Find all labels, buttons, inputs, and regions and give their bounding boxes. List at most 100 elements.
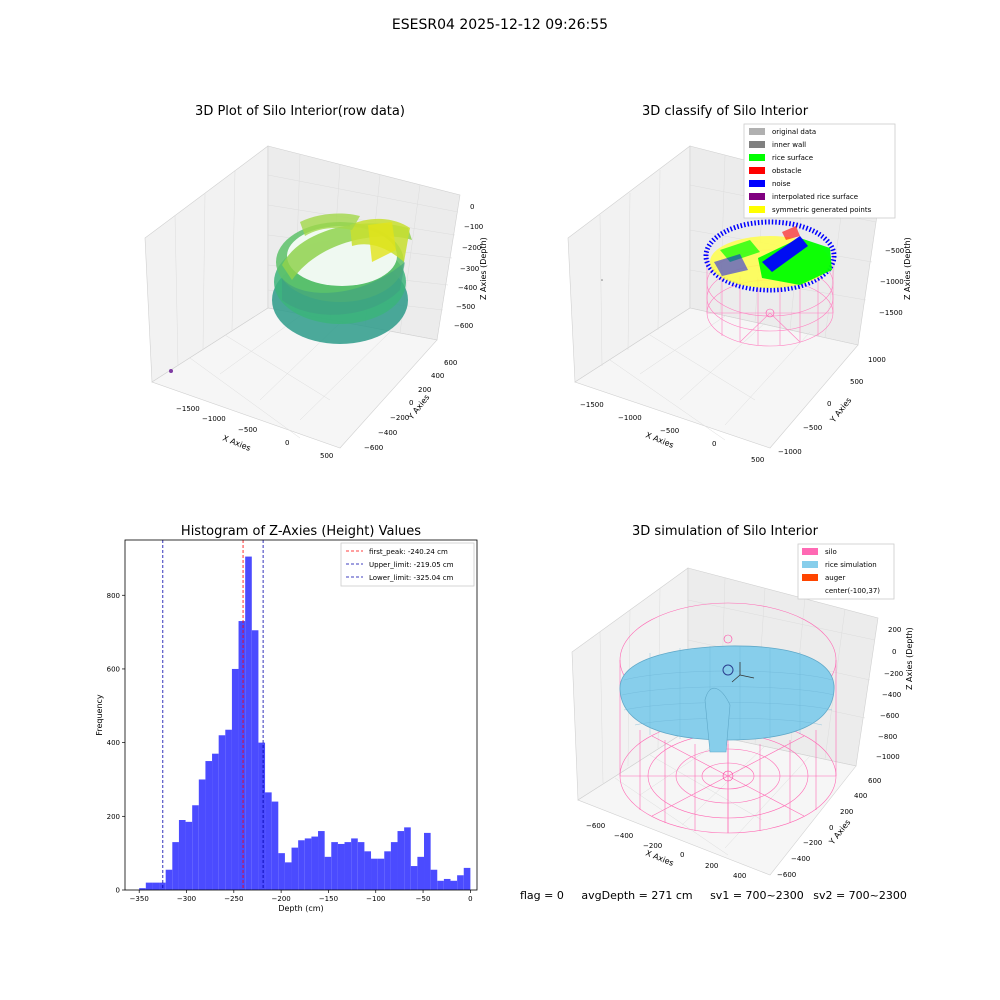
panel2-z-ticks: −500 −1000 −1500 xyxy=(879,247,904,317)
histogram-bar xyxy=(278,853,285,890)
histogram-bar xyxy=(152,882,160,890)
histogram-bar xyxy=(410,866,418,890)
panel1-y-label: Y Axies xyxy=(406,393,432,422)
panel1-title: 3D Plot of Silo Interior(row data) xyxy=(195,104,405,119)
panel4-z-ticks: 200 0 −200 −400 −600 −800 −1000 xyxy=(876,626,903,761)
histogram-x-tick-label: −300 xyxy=(177,895,196,903)
p4-ytick-1: −400 xyxy=(791,855,810,863)
histogram-bar xyxy=(145,882,153,890)
p2-legend-label-3: obstacle xyxy=(772,167,802,175)
p4-ytick-5: 400 xyxy=(854,792,867,800)
histogram-bar xyxy=(298,840,305,890)
p1-ztick-1: −100 xyxy=(464,223,483,231)
histogram-bar xyxy=(284,862,292,890)
panel4-3d-plot: silo rice simulation auger center(-100,3… xyxy=(571,543,914,880)
panel1-z-ticks: 0 −100 −200 −300 −400 −500 −600 xyxy=(454,203,483,330)
status-avg-depth: avgDepth = 271 cm xyxy=(581,889,693,902)
panel4-x-label: X Axies xyxy=(644,849,675,868)
panel4-y-label: Y Axies xyxy=(827,818,853,847)
p2-xtick-0: −1500 xyxy=(580,401,604,409)
histogram-bar xyxy=(245,556,252,890)
panel4-rice-surface xyxy=(619,645,835,753)
p1-ztick-3: −300 xyxy=(460,265,479,273)
p4-ztick-3: −400 xyxy=(882,691,901,699)
p4-xtick-4: 200 xyxy=(705,862,718,870)
panel4-title: 3D simulation of Silo Interior xyxy=(632,524,818,539)
histogram-y-tick-label: 0 xyxy=(116,887,120,895)
p2-xtick-3: 0 xyxy=(712,440,716,448)
p4-ztick-0: 200 xyxy=(888,626,901,634)
histogram-bar xyxy=(324,856,332,890)
p2-legend-swatch-1 xyxy=(749,141,765,148)
p2-ytick-4: 1000 xyxy=(868,356,886,364)
histogram-legend: first_peak: -240.24 cm Upper_limit: -219… xyxy=(340,542,475,587)
p2-ytick-3: 500 xyxy=(850,378,863,386)
p4-xtick-0: −600 xyxy=(586,822,605,830)
p4-ztick-1: 0 xyxy=(892,648,896,656)
p2-ytick-0: −1000 xyxy=(778,448,802,456)
histogram-bar xyxy=(159,882,166,890)
histogram-bar xyxy=(424,832,431,890)
p4-legend-label-1: rice simulation xyxy=(825,561,877,569)
histogram-bar xyxy=(351,838,358,890)
p4-ytick-6: 600 xyxy=(868,777,881,785)
histogram-bar xyxy=(318,831,325,890)
histogram-bar xyxy=(218,735,226,890)
p4-legend-swatch-0 xyxy=(802,548,818,555)
p2-ytick-1: −500 xyxy=(803,424,822,432)
histogram-bar xyxy=(231,668,239,890)
histogram-bar xyxy=(331,842,338,890)
p1-ytick-4: 200 xyxy=(418,386,431,394)
p1-ytick-2: −200 xyxy=(390,414,409,422)
histogram-bar xyxy=(437,880,444,890)
histogram-bar xyxy=(371,858,378,890)
p1-ytick-0: −600 xyxy=(364,444,383,452)
histogram-bar xyxy=(404,827,411,890)
histogram-x-tick-label: 0 xyxy=(468,895,472,903)
p1-ztick-6: −600 xyxy=(454,322,473,330)
panel4-auger-marker xyxy=(722,662,755,683)
histogram-bar xyxy=(463,867,471,890)
panel2-legend: original data inner wall rice surface ob… xyxy=(743,123,896,219)
status-flag: flag = 0 xyxy=(520,889,564,902)
histogram-bar xyxy=(172,842,179,890)
panel2-3d-plot: original data inner wall rice surface ob… xyxy=(567,123,912,464)
histogram-bar xyxy=(185,821,193,890)
p1-ztick-4: −400 xyxy=(458,284,477,292)
p4-xtick-2: −200 xyxy=(643,842,662,850)
p1-xtick-2: −500 xyxy=(238,426,257,434)
p2-legend-label-1: inner wall xyxy=(772,141,806,149)
histogram-x-tick-label: −350 xyxy=(130,895,149,903)
p4-xtick-1: −400 xyxy=(614,832,633,840)
status-sv2: sv2 = 700~2300 xyxy=(813,889,907,902)
legend-upper-limit-label: Upper_limit: -219.05 cm xyxy=(369,561,454,569)
p2-ztick-2: −1500 xyxy=(879,309,903,317)
histogram-x-tick-label: −150 xyxy=(319,895,338,903)
p4-legend-label-0: silo xyxy=(825,548,837,556)
histogram-bar xyxy=(198,779,206,890)
histogram-bar xyxy=(258,742,266,890)
histogram-bar xyxy=(192,805,199,890)
histogram-y-tick-label: 800 xyxy=(107,592,120,600)
status-line: flag = 0 avgDepth = 271 cm sv1 = 700~230… xyxy=(520,889,921,902)
p1-xtick-3: 0 xyxy=(285,439,289,447)
p2-legend-swatch-2 xyxy=(749,154,765,161)
p1-xtick-4: 500 xyxy=(320,452,333,460)
p2-ztick-0: −500 xyxy=(885,247,904,255)
p2-legend-swatch-0 xyxy=(749,128,765,135)
histogram-legend-box xyxy=(340,542,475,587)
p1-ytick-6: 600 xyxy=(444,359,457,367)
panel1-3d-plot: −1500 −1000 −500 0 500 X Axies −600 −400… xyxy=(144,145,488,460)
panel2-z-label: Z Axies (Depth) xyxy=(903,237,912,300)
p2-ztick-1: −1000 xyxy=(880,278,904,286)
figure-title: ESESR04 2025-12-12 09:26:55 xyxy=(391,17,609,33)
histogram-bar xyxy=(417,856,425,890)
p4-legend-label-3: center(-100,37) xyxy=(825,587,880,595)
panel2-x-ticks: −1500 −1000 −500 0 500 xyxy=(580,401,764,464)
histogram-bar xyxy=(251,630,259,890)
panel1-point-cloud xyxy=(272,213,412,344)
histogram-bar xyxy=(178,820,186,890)
p2-xtick-2: −500 xyxy=(660,427,679,435)
histogram-bar xyxy=(443,878,451,890)
status-sv1: sv1 = 700~2300 xyxy=(710,889,804,902)
